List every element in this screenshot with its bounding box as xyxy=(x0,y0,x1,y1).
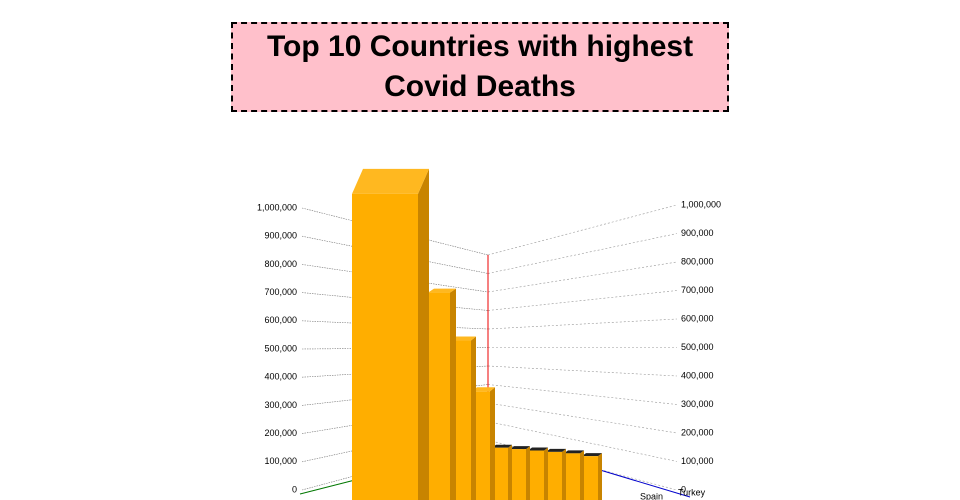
bar xyxy=(428,292,450,500)
y-tick-label: 100,000 xyxy=(264,456,297,466)
y2-tick-label: 900,000 xyxy=(681,228,714,238)
axis-line xyxy=(299,479,356,495)
bar xyxy=(492,447,508,500)
bar-top xyxy=(451,336,476,341)
bar-top xyxy=(352,168,429,194)
y-tick-label: 0 xyxy=(292,484,297,494)
grid-line xyxy=(301,264,489,293)
x-tick-label: Turkey xyxy=(678,487,706,497)
grid-line xyxy=(487,290,678,311)
y2-tick-label: 400,000 xyxy=(681,370,714,380)
bar xyxy=(528,450,544,500)
bar-top xyxy=(564,450,584,454)
y-tick-label: 1,000,000 xyxy=(257,202,297,212)
bar-side xyxy=(580,450,584,500)
grid-line xyxy=(487,402,678,434)
bar-top xyxy=(472,387,495,392)
y-tick-label: 400,000 xyxy=(264,372,297,382)
y-tick-label: 300,000 xyxy=(264,400,297,410)
x-tick-label: Spain xyxy=(640,491,663,500)
bar-side xyxy=(450,288,456,500)
axis-line xyxy=(599,469,691,498)
y2-tick-label: 500,000 xyxy=(681,342,714,352)
y-tick-label: 500,000 xyxy=(264,343,297,353)
grid-line xyxy=(487,261,678,293)
bar xyxy=(546,451,562,500)
y2-tick-label: 1,000,000 xyxy=(681,199,721,209)
y2-tick-label: 300,000 xyxy=(681,399,714,409)
bar xyxy=(510,449,526,500)
bar xyxy=(352,193,418,500)
bar-side xyxy=(544,447,548,500)
bar xyxy=(564,453,580,500)
bar-side xyxy=(598,453,602,500)
bar xyxy=(582,456,598,500)
y2-tick-label: 600,000 xyxy=(681,313,714,323)
grid-line xyxy=(487,204,678,256)
chart-title: Top 10 Countries with highest Covid Deat… xyxy=(231,22,729,112)
y2-tick-label: 200,000 xyxy=(681,427,714,437)
y2-tick-label: 100,000 xyxy=(681,456,714,466)
y2-tick-label: 700,000 xyxy=(681,285,714,295)
bar-side xyxy=(526,446,530,500)
grid-line xyxy=(487,318,678,330)
grid-line xyxy=(301,402,489,434)
y-tick-label: 200,000 xyxy=(264,428,297,438)
y-tick-label: 800,000 xyxy=(264,259,297,269)
bar-top xyxy=(528,447,548,451)
grid-line xyxy=(487,233,678,274)
y2-tick-label: 0 xyxy=(681,484,686,494)
bar-side xyxy=(490,387,495,500)
bar-top xyxy=(582,453,602,457)
bar-side xyxy=(418,168,429,500)
grid-line xyxy=(487,421,678,462)
bar-top xyxy=(510,446,530,450)
grid-line xyxy=(487,365,678,377)
y-tick-label: 600,000 xyxy=(264,315,297,325)
bar-top xyxy=(428,288,456,293)
y-tick-label: 700,000 xyxy=(264,287,297,297)
bar xyxy=(472,391,490,500)
bar-side xyxy=(471,336,476,500)
bar-top xyxy=(492,444,512,448)
grid-line xyxy=(301,235,489,274)
bar-top xyxy=(546,448,566,452)
y2-tick-label: 800,000 xyxy=(681,256,714,266)
y-tick-label: 900,000 xyxy=(264,231,297,241)
grid-line xyxy=(487,384,678,405)
bar-side xyxy=(508,444,512,500)
bar-side xyxy=(562,448,566,500)
